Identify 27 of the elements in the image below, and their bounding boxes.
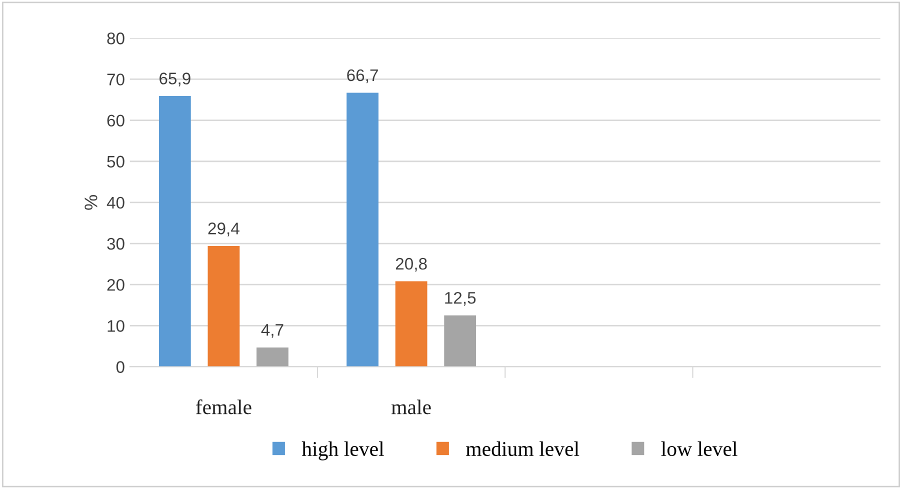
data-label: 12,5 (445, 292, 476, 306)
y-tick-label: 60 (107, 114, 124, 126)
y-tick-label: 40 (106, 196, 124, 209)
bar (346, 92, 378, 367)
y-tick-label: 70 (107, 74, 124, 86)
y-tick-label: 30 (107, 238, 124, 250)
data-label: 65,9 (160, 72, 190, 86)
y-axis-title: % (84, 195, 98, 210)
y-tick-label: 0 (116, 361, 124, 373)
x-tick-label: female (196, 399, 252, 414)
data-label: 29,4 (208, 222, 240, 236)
bar (158, 96, 191, 367)
bar (444, 315, 476, 367)
legend-label: high level (302, 441, 384, 460)
y-tick-label: 80 (107, 32, 124, 44)
y-tick-label: 50 (107, 156, 124, 168)
legend-label: medium level (466, 441, 580, 456)
data-label: 66,7 (347, 69, 378, 84)
bar (256, 347, 288, 367)
bar (208, 246, 240, 367)
y-tick-label: 10 (108, 320, 124, 332)
bar (395, 281, 428, 367)
y-tick-label: 20 (107, 279, 124, 291)
data-label: 20,8 (396, 258, 427, 272)
data-label: 4,7 (261, 324, 284, 338)
legend-label: low level (661, 441, 738, 456)
x-tick-label: male (392, 400, 431, 414)
